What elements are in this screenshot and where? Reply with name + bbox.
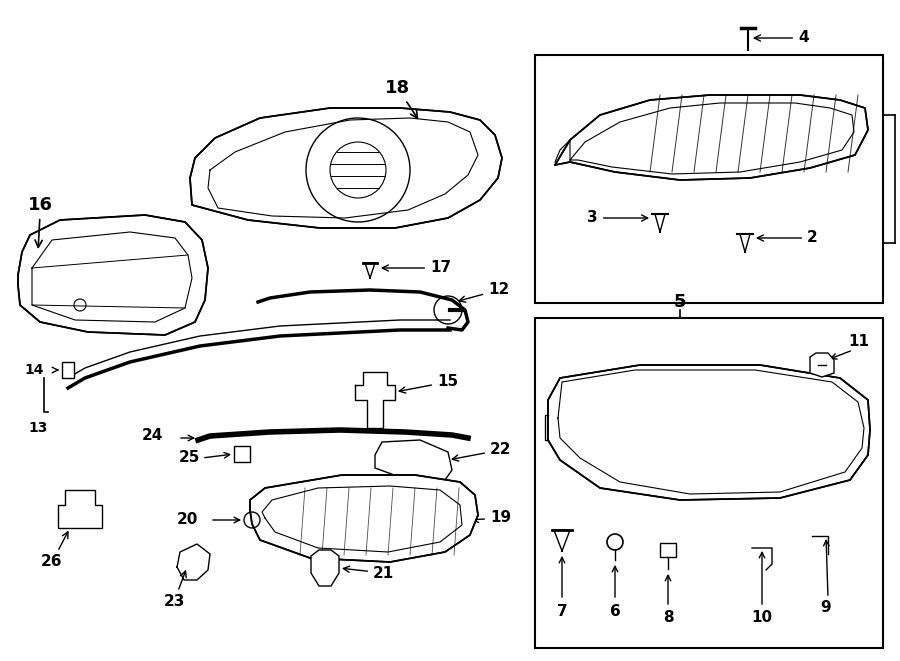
Text: 19: 19 (472, 510, 511, 525)
Text: 20: 20 (176, 512, 198, 527)
Text: 15: 15 (400, 375, 458, 393)
Text: 12: 12 (459, 282, 509, 302)
Polygon shape (18, 215, 208, 335)
Bar (234, 446, 250, 462)
Text: 17: 17 (382, 260, 451, 276)
Text: 26: 26 (41, 532, 68, 570)
Polygon shape (810, 353, 834, 377)
Text: 14: 14 (24, 363, 44, 377)
Text: 7: 7 (557, 605, 567, 619)
Text: 25: 25 (178, 451, 200, 465)
Bar (535, 55, 883, 303)
Polygon shape (548, 365, 870, 500)
Text: 23: 23 (163, 571, 186, 609)
Text: 22: 22 (453, 442, 511, 461)
Bar (62, 362, 74, 378)
Text: 9: 9 (821, 600, 832, 615)
Text: 18: 18 (385, 79, 418, 118)
Polygon shape (311, 550, 339, 586)
Text: 24: 24 (142, 428, 164, 442)
Text: 4: 4 (754, 30, 808, 46)
Polygon shape (190, 108, 502, 228)
Text: 2: 2 (757, 231, 818, 245)
Polygon shape (58, 490, 102, 528)
Text: 5: 5 (674, 293, 686, 311)
Text: 21: 21 (343, 566, 394, 580)
Polygon shape (555, 95, 868, 180)
Text: 13: 13 (28, 421, 48, 435)
Polygon shape (250, 475, 478, 562)
Text: 3: 3 (588, 210, 648, 225)
Text: 8: 8 (662, 611, 673, 625)
Text: 10: 10 (752, 611, 772, 625)
Text: 16: 16 (28, 196, 53, 247)
Text: 11: 11 (848, 334, 869, 350)
Bar (660, 543, 676, 557)
Bar (535, 318, 883, 648)
Polygon shape (375, 440, 452, 480)
Text: 6: 6 (609, 605, 620, 619)
